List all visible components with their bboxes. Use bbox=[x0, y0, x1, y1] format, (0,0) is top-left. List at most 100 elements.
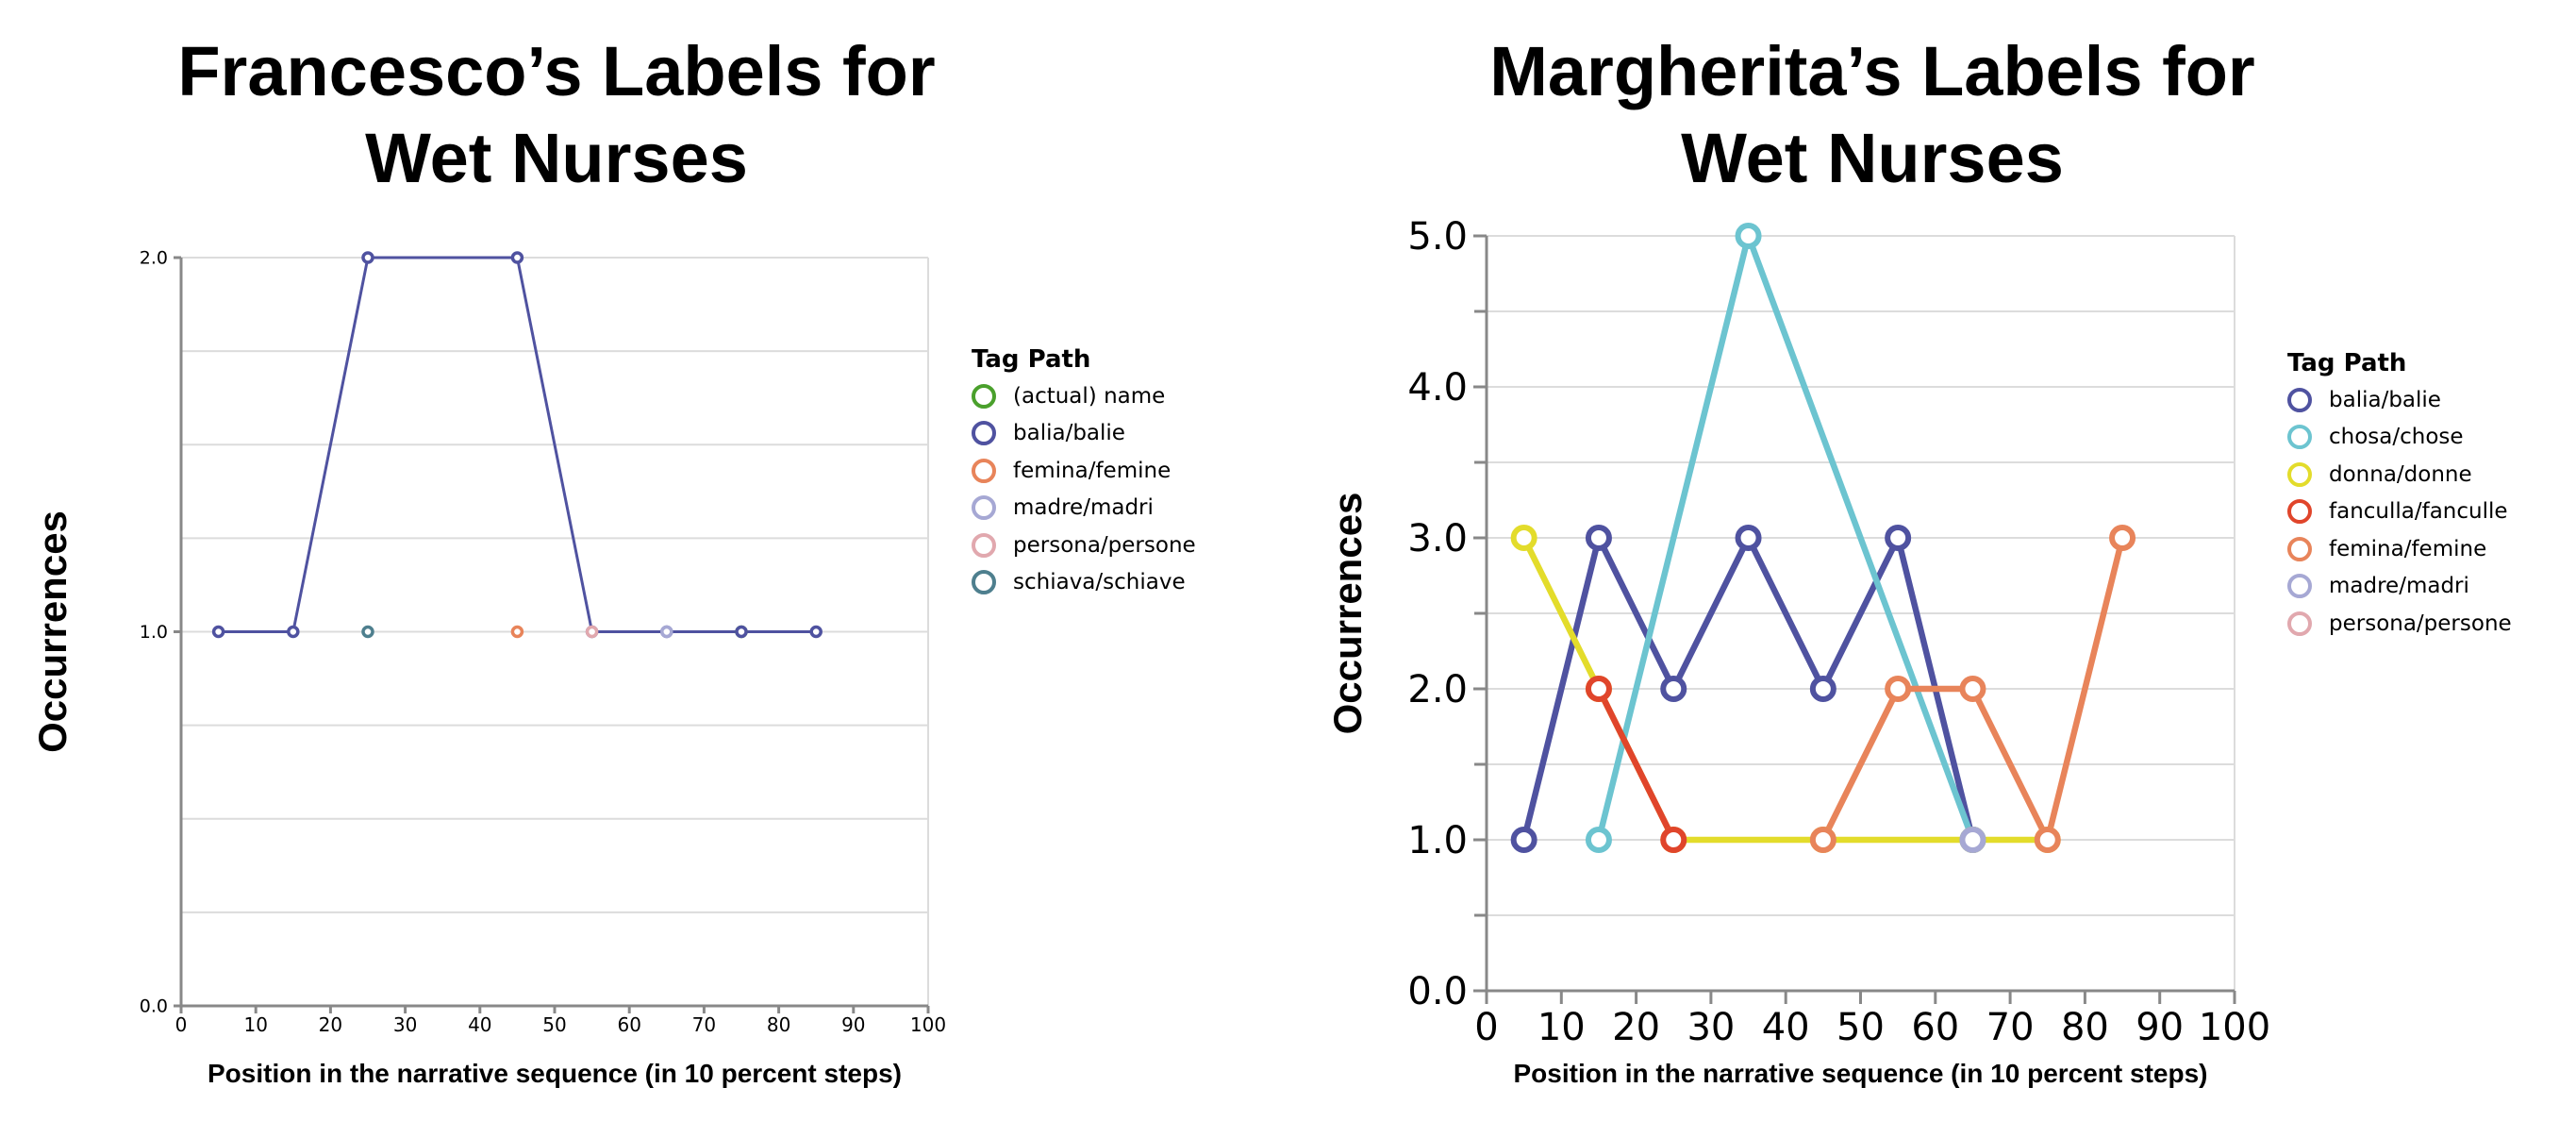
legend-swatch bbox=[2287, 499, 2312, 525]
data-point bbox=[735, 625, 748, 639]
legend: Tag Path balia/balie chosa/chose donna/donn… bbox=[2287, 349, 2512, 643]
legend-item: balia/balie bbox=[2287, 381, 2512, 419]
chart-title: Francesco’s Labels for Wet Nurses bbox=[0, 28, 1113, 202]
data-point bbox=[1735, 525, 1762, 551]
legend-item: femina/femine bbox=[2287, 530, 2512, 568]
legend-swatch bbox=[972, 458, 996, 483]
data-point bbox=[510, 625, 524, 639]
chart-title: Margherita’s Labels for Wet Nurses bbox=[1288, 28, 2457, 202]
legend-swatch bbox=[972, 495, 996, 521]
chart-title-line-1: Francesco’s Labels for bbox=[177, 32, 936, 110]
x-tick-label: 30 bbox=[1687, 1006, 1735, 1049]
line-chart-francesco: 0 10 20 30 40 50 60 70 80 90 100 0.0 1.0 2.0 Position … bbox=[30, 248, 946, 1088]
data-point bbox=[1735, 223, 1762, 249]
x-tick-label: 90 bbox=[841, 1013, 865, 1036]
x-tick-label: 70 bbox=[1986, 1006, 2035, 1049]
chart-panel-francesco: Francesco’s Labels for Wet Nurses 0 10 20 3… bbox=[0, 28, 1196, 1088]
x-tick-label: 40 bbox=[1762, 1006, 1810, 1049]
legend-label: chosa/chose bbox=[2329, 425, 2464, 450]
legend-swatch bbox=[2287, 461, 2312, 487]
chart-title-line-2: Wet Nurses bbox=[365, 119, 748, 197]
x-tick-label: 30 bbox=[393, 1013, 417, 1036]
data-point bbox=[585, 625, 599, 639]
data-point bbox=[1660, 676, 1687, 702]
legend-title: Tag Path bbox=[972, 345, 1091, 374]
legend-label: schiava/schiave bbox=[1013, 570, 1186, 595]
legend-label: persona/persone bbox=[1013, 532, 1196, 558]
legend-swatch bbox=[972, 532, 996, 558]
data-point bbox=[1959, 827, 1986, 853]
y-tick-label: 5.0 bbox=[1407, 215, 1468, 259]
legend: Tag Path (actual) name balia/balie femina/f… bbox=[972, 345, 1196, 601]
legend-swatch bbox=[972, 383, 996, 409]
data-point bbox=[1585, 676, 1612, 702]
legend-swatch bbox=[972, 421, 996, 446]
y-tick-label: 4.0 bbox=[1407, 366, 1468, 410]
gridlines bbox=[1474, 234, 2235, 993]
legend-title: Tag Path bbox=[2287, 349, 2407, 377]
data-point bbox=[2034, 827, 2061, 853]
legend-label: donna/donne bbox=[2329, 461, 2472, 487]
data-point bbox=[1585, 525, 1612, 551]
legend-item: (actual) name bbox=[972, 377, 1196, 415]
chart-title-line-2: Wet Nurses bbox=[1681, 119, 2064, 197]
legend-label: femina/femine bbox=[1013, 458, 1172, 483]
x-tick-label: 0 bbox=[175, 1013, 188, 1036]
legend-swatch bbox=[2287, 425, 2312, 450]
x-axis-title: Position in the narrative sequence (in 1… bbox=[208, 1059, 902, 1088]
legend-swatch bbox=[972, 570, 996, 595]
data-point bbox=[361, 625, 374, 639]
legend-item: madre/madri bbox=[2287, 568, 2512, 606]
data-point bbox=[1809, 827, 1836, 853]
series-lines bbox=[218, 256, 817, 633]
legend-label: femina/femine bbox=[2329, 536, 2487, 561]
legend-label: fanculla/fanculle bbox=[2329, 499, 2508, 525]
y-tick-label: 1.0 bbox=[1407, 819, 1468, 862]
legend-swatch bbox=[2287, 387, 2312, 412]
x-tick-label: 10 bbox=[243, 1013, 267, 1036]
data-point bbox=[660, 625, 673, 639]
y-tick-label: 2.0 bbox=[140, 248, 168, 269]
legend-swatch bbox=[2287, 611, 2312, 636]
series-markers bbox=[1510, 223, 2136, 853]
data-point bbox=[211, 625, 225, 639]
data-point bbox=[1510, 827, 1537, 853]
x-tick-label: 40 bbox=[468, 1013, 491, 1036]
y-tick-label: 1.0 bbox=[140, 622, 168, 643]
series-line bbox=[1596, 687, 1677, 842]
y-tick-label: 0.0 bbox=[140, 996, 168, 1017]
chart-title-line-1: Margherita’s Labels for bbox=[1489, 32, 2255, 110]
data-point bbox=[809, 625, 823, 639]
x-tick-label: 50 bbox=[1836, 1006, 1885, 1049]
x-tick-label: 10 bbox=[1537, 1006, 1586, 1049]
axes: 0 10 20 30 40 50 60 70 80 90 100 0.0 1.0 2.0 bbox=[140, 248, 946, 1036]
x-tick-label: 100 bbox=[2199, 1006, 2270, 1049]
chart-panel-margherita: Margherita’s Labels for Wet Nurses 0 10 20… bbox=[1288, 0, 2576, 1121]
y-tick-label: 2.0 bbox=[1407, 668, 1468, 711]
x-tick-label: 50 bbox=[542, 1013, 566, 1036]
legend-item: donna/donne bbox=[2287, 456, 2512, 494]
x-tick-label: 60 bbox=[1911, 1006, 1959, 1049]
x-tick-label: 80 bbox=[2061, 1006, 2109, 1049]
legend-label: balia/balie bbox=[1013, 421, 1125, 446]
legend-item: balia/balie bbox=[972, 415, 1196, 453]
series-line bbox=[218, 256, 817, 633]
data-point bbox=[1885, 676, 1912, 702]
line-chart-margherita: 0 10 20 30 40 50 60 70 80 90 100 0.0 1.0 2.0 3.0 4.0 5.0… bbox=[1325, 215, 2270, 1088]
x-tick-label: 100 bbox=[910, 1013, 946, 1036]
data-point bbox=[510, 251, 524, 264]
legend-label: balia/balie bbox=[2329, 387, 2441, 412]
data-point bbox=[1885, 525, 1912, 551]
legend-item: persona/persone bbox=[2287, 605, 2512, 643]
x-tick-label: 90 bbox=[2136, 1006, 2184, 1049]
legend-label: madre/madri bbox=[1013, 495, 1154, 521]
legend-item: madre/madri bbox=[972, 490, 1196, 527]
y-axis-title: Occurrences bbox=[30, 510, 75, 753]
legend-item: schiava/schiave bbox=[972, 564, 1196, 602]
data-point bbox=[1809, 676, 1836, 702]
legend-swatch bbox=[2287, 574, 2312, 599]
data-point bbox=[2109, 525, 2136, 551]
x-tick-label: 80 bbox=[767, 1013, 790, 1036]
data-point bbox=[1959, 676, 1986, 702]
x-tick-label: 20 bbox=[1612, 1006, 1660, 1049]
